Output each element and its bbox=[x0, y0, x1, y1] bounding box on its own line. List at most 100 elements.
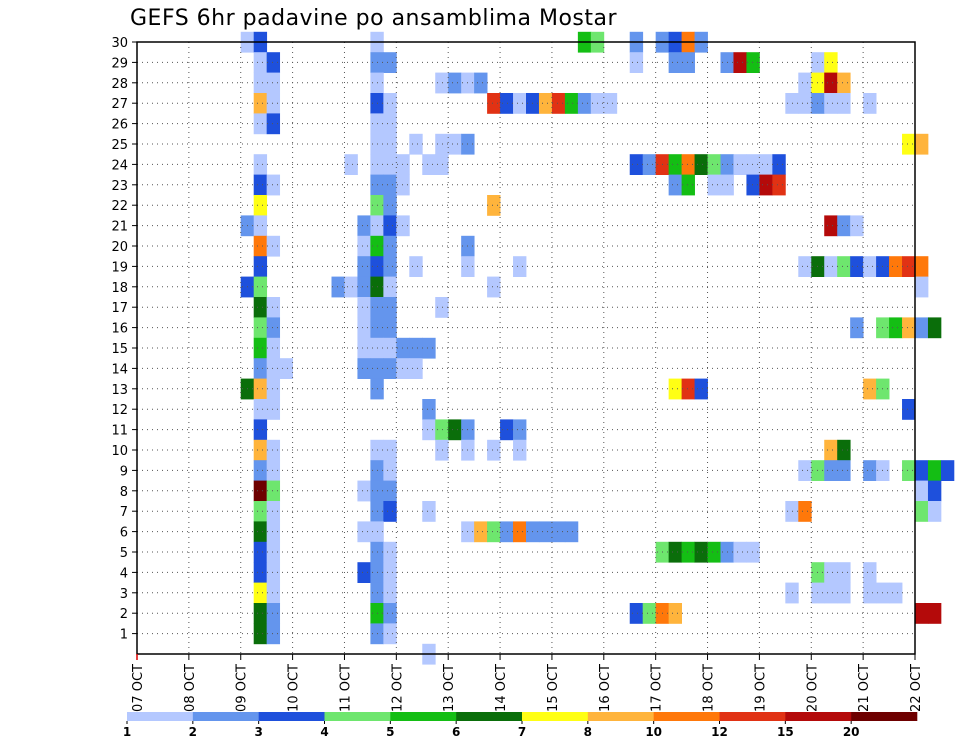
y-tick-label: 22 bbox=[111, 199, 128, 214]
heatmap-cell bbox=[383, 215, 397, 237]
heatmap-cell bbox=[564, 521, 579, 543]
heatmap-cell bbox=[357, 521, 371, 543]
heatmap-cell bbox=[383, 235, 397, 257]
x-tick-label: 17 OCT bbox=[650, 664, 665, 712]
x-tick-label: 11 OCT bbox=[338, 664, 353, 712]
heatmap-cell bbox=[435, 297, 449, 318]
heatmap-cell bbox=[798, 501, 812, 522]
heatmap-cell bbox=[733, 154, 747, 175]
heatmap-cell bbox=[344, 276, 358, 298]
heatmap-cell bbox=[681, 154, 695, 175]
heatmap-cell bbox=[383, 603, 397, 624]
y-tick-label: 11 bbox=[111, 424, 128, 439]
legend-swatch bbox=[719, 712, 786, 721]
heatmap-cell bbox=[487, 439, 501, 461]
legend-swatch bbox=[127, 712, 194, 721]
heatmap-cell bbox=[915, 480, 929, 502]
heatmap-cell bbox=[253, 154, 268, 175]
heatmap-cell bbox=[383, 480, 397, 502]
x-tick-label: 07 OCT bbox=[131, 664, 146, 712]
heatmap-cell bbox=[746, 154, 760, 175]
heatmap-cell bbox=[253, 521, 268, 543]
legend-swatch bbox=[390, 712, 457, 721]
x-tick-label: 21 OCT bbox=[857, 664, 872, 712]
heatmap-cell bbox=[694, 541, 708, 563]
heatmap-cell bbox=[357, 317, 371, 339]
heatmap-cell bbox=[435, 72, 449, 94]
y-tick-label: 20 bbox=[111, 240, 128, 255]
heatmap-cell bbox=[396, 174, 410, 196]
heatmap-cell bbox=[487, 93, 501, 114]
heatmap-cell bbox=[487, 195, 501, 216]
heatmap-cell bbox=[383, 541, 397, 563]
heatmap-cell bbox=[435, 133, 449, 155]
heatmap-cell bbox=[357, 276, 371, 298]
heatmap-cell bbox=[253, 541, 268, 563]
heatmap-cell bbox=[837, 582, 851, 604]
heatmap-cell bbox=[564, 93, 579, 114]
y-tick-label: 4 bbox=[120, 566, 128, 581]
heatmap-cell bbox=[837, 215, 851, 237]
heatmap-cell bbox=[863, 460, 877, 481]
heatmap-cell bbox=[513, 439, 527, 461]
heatmap-cell bbox=[383, 562, 397, 583]
heatmap-cell bbox=[707, 174, 721, 196]
y-tick-label: 23 bbox=[111, 179, 128, 194]
heatmap-cell bbox=[902, 460, 916, 481]
heatmap-cell bbox=[383, 439, 397, 461]
heatmap-cell bbox=[435, 154, 449, 175]
heatmap-cell bbox=[837, 460, 851, 481]
legend-label: 20 bbox=[843, 725, 860, 739]
heatmap-cell bbox=[603, 93, 618, 114]
legend-label: 3 bbox=[254, 725, 262, 739]
x-tick-label: 13 OCT bbox=[442, 664, 457, 712]
heatmap-cell bbox=[863, 378, 877, 400]
heatmap-cell bbox=[448, 72, 462, 94]
heatmap-cell bbox=[642, 154, 657, 175]
heatmap-cell bbox=[824, 460, 838, 481]
heatmap-cell bbox=[915, 133, 929, 155]
heatmap-cell bbox=[681, 378, 695, 400]
heatmap-cell bbox=[344, 154, 358, 175]
heatmap-cell bbox=[915, 276, 929, 298]
legend-label: 10 bbox=[645, 725, 662, 739]
heatmap-cell bbox=[422, 501, 436, 522]
heatmap-cell bbox=[383, 256, 397, 277]
x-tick-label: 10 OCT bbox=[287, 664, 302, 712]
heatmap-cell bbox=[551, 521, 566, 543]
heatmap-cell bbox=[837, 256, 851, 277]
y-tick-label: 30 bbox=[111, 36, 128, 51]
heatmap-cell bbox=[707, 541, 721, 563]
heatmap-cell bbox=[253, 235, 268, 257]
heatmap-cell bbox=[253, 419, 268, 441]
y-tick-label: 27 bbox=[111, 97, 128, 112]
heatmap-cell bbox=[772, 154, 786, 175]
heatmap-cell bbox=[266, 378, 281, 400]
heatmap-cell bbox=[253, 480, 268, 502]
legend-label: 7 bbox=[518, 725, 526, 739]
heatmap-cell bbox=[668, 603, 682, 624]
heatmap-cell bbox=[850, 256, 864, 277]
legend-swatch bbox=[785, 712, 852, 721]
heatmap-cell bbox=[513, 521, 527, 543]
heatmap-cell bbox=[824, 582, 838, 604]
heatmap-cell bbox=[409, 337, 423, 359]
y-tick-label: 18 bbox=[111, 281, 128, 296]
heatmap-cell bbox=[253, 297, 268, 318]
heatmap-cell bbox=[383, 358, 397, 379]
legend-swatch bbox=[522, 712, 589, 721]
ticks-layer: 1234567891011121314151617181920212223242… bbox=[111, 36, 924, 712]
y-tick-label: 16 bbox=[111, 322, 128, 337]
heatmap-cell bbox=[668, 378, 682, 400]
heatmap-cell bbox=[474, 521, 488, 543]
heatmap-cell bbox=[746, 52, 760, 73]
heatmap-cell bbox=[824, 215, 838, 237]
legend-label: 2 bbox=[189, 725, 197, 739]
heatmap-cell bbox=[798, 93, 812, 114]
legend-label: 6 bbox=[452, 725, 460, 739]
heatmap-cell bbox=[850, 215, 864, 237]
heatmap-cell bbox=[863, 256, 877, 277]
heatmap-cell bbox=[435, 439, 449, 461]
heatmap-cell bbox=[266, 480, 281, 502]
